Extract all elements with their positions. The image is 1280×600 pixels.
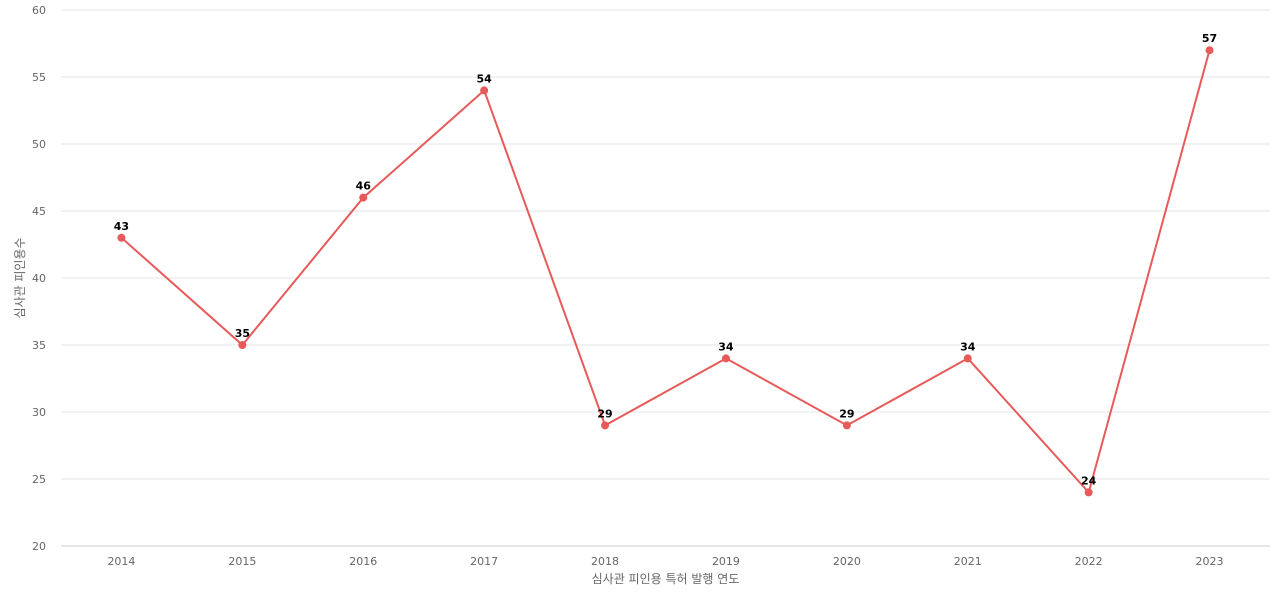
x-tick-label: 2018: [591, 555, 619, 568]
data-label: 34: [960, 340, 976, 353]
data-points: [117, 46, 1214, 497]
x-tick-labels: 2014 2015 2016 2017 2018 2019 2020 2021 2022 2023: [107, 555, 1223, 568]
data-label: 34: [718, 340, 734, 353]
y-tick-labels: 20 25 30 35 40 45 50 55 60: [32, 4, 46, 553]
data-point: [480, 86, 489, 95]
x-tick-label: 2016: [349, 555, 377, 568]
data-label: 29: [839, 407, 854, 420]
x-tick-label: 2015: [228, 555, 256, 568]
data-point: [1205, 46, 1214, 55]
data-point: [117, 233, 126, 242]
data-point: [963, 354, 972, 363]
y-tick-label: 30: [32, 406, 46, 419]
y-tick-label: 50: [32, 138, 46, 151]
x-tick-label: 2020: [833, 555, 861, 568]
y-tick-label: 55: [32, 71, 46, 84]
x-tick-label: 2019: [712, 555, 740, 568]
y-tick-label: 45: [32, 205, 46, 218]
data-label: 46: [356, 180, 372, 193]
y-tick-label: 35: [32, 339, 46, 352]
data-label: 24: [1081, 474, 1097, 487]
y-gridlines: [61, 9, 1270, 480]
data-label: 29: [597, 407, 612, 420]
data-point: [1084, 488, 1093, 497]
x-tick-label: 2017: [470, 555, 498, 568]
y-tick-label: 60: [32, 4, 46, 17]
x-tick-label: 2014: [107, 555, 135, 568]
data-point: [601, 421, 610, 430]
y-tick-label: 20: [32, 540, 46, 553]
data-label: 57: [1202, 32, 1217, 45]
y-axis-title: 심사관 피인용수: [13, 237, 27, 318]
data-point: [842, 421, 851, 430]
data-label: 35: [235, 327, 250, 340]
data-label: 43: [114, 220, 129, 233]
data-labels: 43 35 46 54 29 34 29 34 24 57: [114, 32, 1217, 487]
series-line: [120, 49, 1211, 495]
y-tick-label: 40: [32, 272, 46, 285]
x-tick-label: 2023: [1196, 555, 1224, 568]
data-point: [238, 341, 247, 349]
y-tick-label: 25: [32, 473, 46, 486]
data-label: 54: [476, 72, 492, 85]
x-tick-label: 2022: [1075, 555, 1103, 568]
data-point: [721, 354, 730, 363]
data-point: [359, 193, 368, 202]
x-tick-label: 2021: [954, 555, 982, 568]
x-axis-title: 심사관 피인용 특허 발행 연도: [592, 571, 740, 586]
